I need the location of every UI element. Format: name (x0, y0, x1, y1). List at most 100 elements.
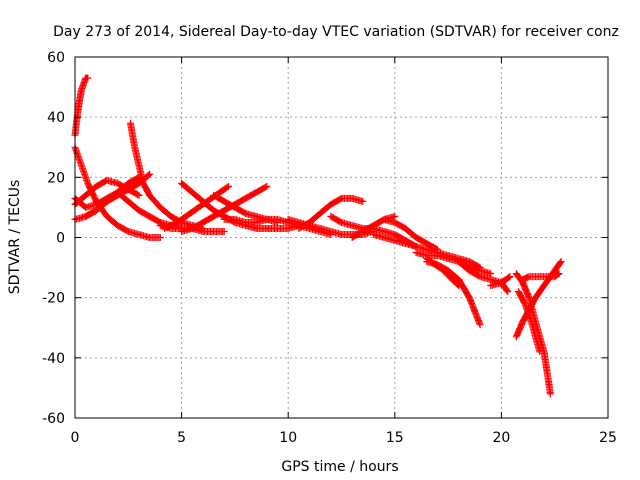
data-point (394, 233, 396, 236)
data-point (127, 182, 129, 184)
data-point (212, 230, 215, 233)
data-point (534, 276, 537, 278)
data-point (87, 77, 89, 79)
data-point (95, 209, 97, 212)
data-point (117, 182, 119, 184)
data-point (234, 206, 236, 209)
data-point (543, 285, 545, 287)
x-tick-label: 20 (492, 430, 510, 446)
data-point (181, 182, 183, 184)
data-point (85, 194, 87, 196)
data-point (189, 212, 191, 215)
data-point (415, 251, 417, 254)
data-point (539, 351, 541, 353)
data-point (138, 164, 140, 166)
data-point (330, 230, 332, 233)
axis-ticks: 0 5 10 15 20 25 -60 -40 -20 0 20 40 60 (42, 50, 617, 446)
data-point (298, 227, 300, 230)
y-tick-label: -40 (42, 351, 65, 367)
data-point (287, 218, 289, 221)
data-point (404, 242, 407, 245)
data-point (244, 224, 247, 227)
y-tick-label: 20 (47, 170, 65, 186)
data-point (404, 227, 407, 230)
data-point (549, 393, 552, 395)
series-arc-16 (295, 194, 367, 232)
data-point (479, 269, 481, 272)
series-arc-25 (487, 273, 514, 290)
x-tick-label: 25 (599, 430, 617, 446)
data-point (255, 221, 257, 224)
data-point (255, 227, 257, 230)
data-point (515, 336, 517, 338)
data-point (528, 276, 530, 278)
data-point (509, 276, 511, 278)
data-point (394, 221, 396, 224)
data-point (468, 297, 471, 299)
data-point (560, 260, 562, 263)
data-point (426, 248, 428, 251)
data-point (507, 291, 509, 293)
data-point (362, 200, 364, 202)
y-tick-label: 60 (47, 50, 65, 66)
data-marks (126, 119, 207, 232)
data-point (541, 276, 543, 278)
data-point (87, 182, 89, 184)
data-point (106, 200, 108, 202)
x-tick-label: 0 (71, 430, 80, 446)
data-point (266, 227, 268, 230)
y-tick-label: -60 (42, 411, 65, 427)
series-arc-1 (71, 74, 92, 139)
data-point (415, 236, 417, 239)
data-point (127, 200, 129, 202)
data-point (191, 191, 193, 193)
data-point (106, 179, 108, 181)
data-point (524, 303, 526, 305)
x-axis-label: GPS time / hours (281, 459, 398, 475)
data-point (362, 230, 364, 233)
data-point (351, 224, 353, 227)
data-point (468, 269, 471, 272)
data-point (468, 260, 471, 263)
data-point (319, 227, 321, 230)
data-point (490, 285, 492, 287)
series-arc-23 (423, 255, 463, 290)
data-point (447, 269, 449, 272)
data-point (479, 324, 481, 326)
data-point (458, 279, 460, 281)
data-point (212, 194, 215, 196)
data-point (149, 215, 151, 218)
data-point (458, 285, 460, 287)
data-point (234, 218, 236, 221)
data-point (330, 203, 332, 206)
data-point (426, 257, 428, 260)
data-point (244, 197, 247, 199)
data-point (212, 209, 215, 212)
data-point (149, 194, 151, 196)
data-point (82, 83, 85, 85)
data-point (127, 188, 129, 190)
data-point (138, 233, 140, 236)
data-point (142, 182, 144, 184)
data-point (458, 260, 460, 263)
data-point (255, 191, 257, 193)
y-tick-label: 0 (56, 231, 65, 247)
data-point (534, 321, 537, 323)
data-point (80, 89, 82, 91)
data-point (202, 230, 204, 233)
series-arc-29 (515, 288, 544, 356)
data-point (330, 215, 332, 218)
data-point (202, 221, 204, 224)
chart-title: Day 273 of 2014, Sidereal Day-to-day VTE… (53, 24, 619, 40)
data-point (138, 182, 140, 184)
data-point (223, 218, 225, 221)
data-point (308, 221, 311, 224)
data-point (372, 233, 375, 236)
data-point (351, 197, 353, 199)
data-point (170, 215, 172, 218)
data-point (534, 297, 537, 299)
data-point (80, 164, 82, 166)
data-point (138, 209, 140, 212)
data-point (255, 215, 257, 218)
